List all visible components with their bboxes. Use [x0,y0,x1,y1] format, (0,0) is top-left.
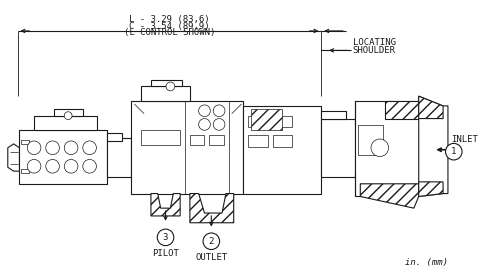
Bar [151,80,182,86]
Polygon shape [384,101,419,119]
Bar [107,138,132,177]
Text: C - 3.54 (89,9): C - 3.54 (89,9) [129,22,210,31]
Bar [141,130,180,145]
Text: INLET: INLET [451,136,478,145]
Circle shape [199,105,210,117]
Bar [22,169,29,173]
Text: (L CONTROL SHOWN): (L CONTROL SHOWN) [124,28,215,37]
Bar [321,111,346,119]
Polygon shape [151,194,180,216]
Text: PILOT: PILOT [152,249,179,258]
Circle shape [46,160,60,173]
Circle shape [64,141,78,155]
Text: OUTLET: OUTLET [195,253,228,262]
Bar [321,119,355,177]
Bar [243,106,321,194]
Circle shape [166,82,175,91]
Bar [273,116,292,127]
Bar [248,135,268,147]
Circle shape [445,143,462,160]
Circle shape [203,233,219,249]
Circle shape [27,160,41,173]
Circle shape [213,119,225,130]
Circle shape [199,119,210,130]
Polygon shape [419,182,443,196]
Bar [190,135,204,145]
Bar [132,101,243,194]
Bar [248,116,268,127]
Polygon shape [360,184,419,208]
Bar [273,135,292,147]
Polygon shape [8,144,20,171]
Circle shape [83,141,96,155]
Text: 3: 3 [163,233,168,242]
Circle shape [213,105,225,117]
Circle shape [157,229,174,246]
Circle shape [27,141,41,155]
Text: 2: 2 [209,237,214,246]
Text: LOCATING: LOCATING [352,38,396,47]
Text: SHOULDER: SHOULDER [352,46,396,55]
Circle shape [371,139,388,157]
Polygon shape [419,96,443,119]
Polygon shape [251,109,282,130]
Bar [22,140,29,144]
Bar [20,130,107,184]
Bar [359,125,383,155]
Bar [355,101,419,196]
Bar [54,109,83,116]
Polygon shape [190,194,234,223]
Bar [141,86,190,101]
Bar [107,133,122,141]
Text: L - 3.29 (83,6): L - 3.29 (83,6) [129,15,210,24]
Circle shape [64,160,78,173]
Text: 1: 1 [451,147,456,156]
Circle shape [64,112,72,119]
Bar [34,116,97,130]
Circle shape [83,160,96,173]
Text: in. (mm): in. (mm) [405,258,448,266]
Bar [209,135,224,145]
Circle shape [46,141,60,155]
Polygon shape [419,96,448,196]
